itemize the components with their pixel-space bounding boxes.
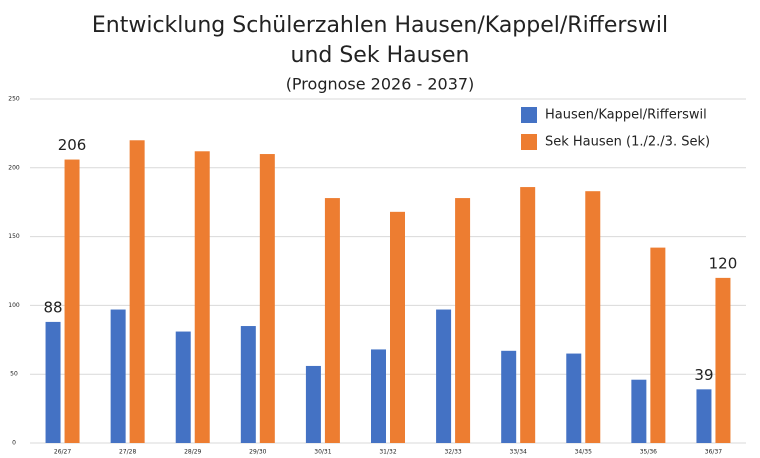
bar xyxy=(129,140,145,443)
bar xyxy=(436,309,452,443)
y-tick-label: 50 xyxy=(10,371,18,378)
x-tick-label: 34/35 xyxy=(575,449,592,456)
x-tick-label: 26/27 xyxy=(54,449,71,456)
bar xyxy=(501,350,517,443)
bar xyxy=(175,331,191,443)
bar xyxy=(696,389,712,443)
legend-swatch xyxy=(521,107,537,123)
bar xyxy=(324,198,340,443)
bar xyxy=(650,247,666,443)
bar xyxy=(520,187,536,443)
bar xyxy=(390,211,405,443)
data-label: 206 xyxy=(58,136,87,154)
y-tick-label: 0 xyxy=(12,440,16,447)
x-tick-label: 32/33 xyxy=(444,449,461,456)
y-tick-label: 100 xyxy=(8,302,20,309)
bar xyxy=(305,365,321,443)
x-tick-label: 30/31 xyxy=(314,449,331,456)
data-label: 88 xyxy=(43,298,62,316)
bar xyxy=(194,151,210,443)
x-tick-label: 27/28 xyxy=(119,449,136,456)
bar xyxy=(259,154,275,444)
bar xyxy=(585,191,601,443)
x-tick-label: 28/29 xyxy=(184,449,201,456)
bar xyxy=(371,349,386,443)
bar xyxy=(110,309,126,443)
data-label: 120 xyxy=(709,254,738,272)
legend-label: Hausen/Kappel/Rifferswil xyxy=(545,108,707,123)
data-label: 39 xyxy=(694,366,713,384)
chart-title: und Sek Hausen xyxy=(291,43,470,68)
chart-subtitle: (Prognose 2026 - 2037) xyxy=(286,75,475,94)
x-tick-label: 31/32 xyxy=(379,449,396,456)
bar xyxy=(566,353,582,443)
x-tick-label: 35/36 xyxy=(640,449,657,456)
bar xyxy=(631,379,647,443)
legend-label: Sek Hausen (1./2./3. Sek) xyxy=(545,135,710,150)
bar xyxy=(455,198,471,443)
bar xyxy=(715,277,731,443)
x-tick-label: 33/34 xyxy=(510,449,527,456)
x-tick-label: 36/37 xyxy=(705,449,722,456)
x-tick-label: 29/30 xyxy=(249,449,266,456)
y-tick-label: 150 xyxy=(8,233,20,240)
chart-title: Entwicklung Schülerzahlen Hausen/Kappel/… xyxy=(92,13,668,38)
y-tick-label: 250 xyxy=(8,96,20,103)
bar xyxy=(240,326,256,443)
bar xyxy=(64,159,80,443)
bar xyxy=(45,321,61,443)
y-tick-label: 200 xyxy=(8,164,20,171)
legend-swatch xyxy=(521,134,537,150)
